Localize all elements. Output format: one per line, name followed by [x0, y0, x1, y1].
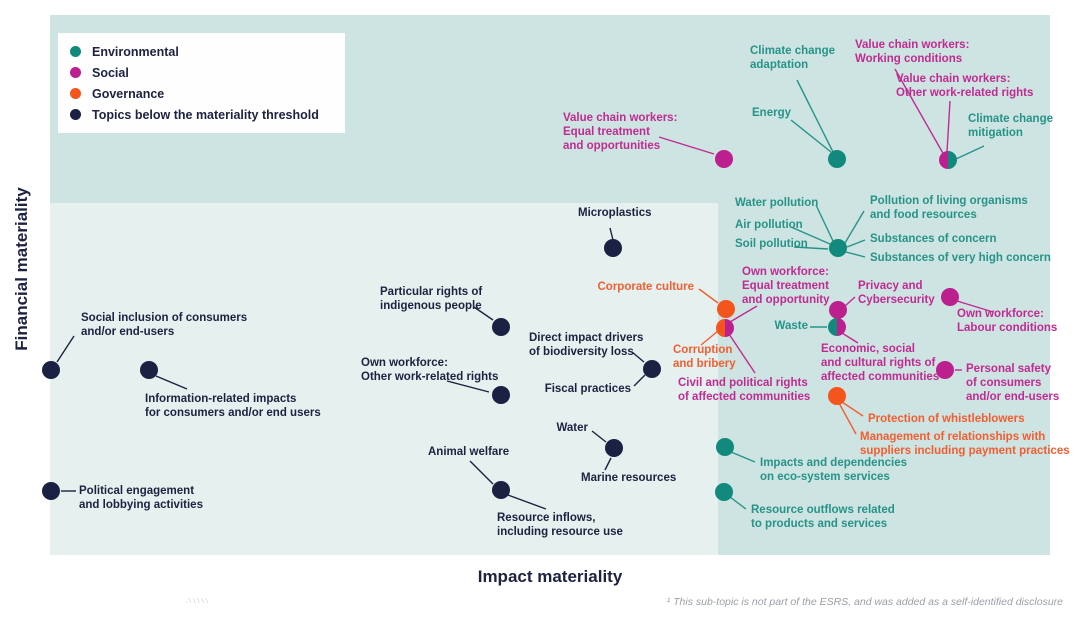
watermark [186, 598, 208, 603]
legend-dot-below_threshold-icon [70, 109, 81, 120]
point-biodiversity-fiscal [643, 360, 661, 378]
leader-line-water [591, 430, 607, 443]
leader-line-climate-change-mitigation [955, 145, 985, 160]
legend-item-environmental: Environmental [58, 45, 345, 59]
point-microplastics [604, 239, 622, 257]
point-whistleblowers-suppliers [828, 387, 846, 405]
point-ecosystem-services [716, 438, 734, 456]
point-social-inclusion [42, 361, 60, 379]
footnote: ¹ This sub-topic is not part of the ESRS… [666, 596, 1063, 608]
leader-line-privacy-cybersecurity [844, 296, 856, 307]
legend-item-social: Social [58, 66, 345, 80]
point-political-engagement [42, 482, 60, 500]
point-energy-climate-adaptation [828, 150, 846, 168]
point-pollution-cluster [829, 239, 847, 257]
point-water-marine [605, 439, 623, 457]
leader-line-social-inclusion [56, 335, 75, 363]
point-own-workforce-other-rights [492, 386, 510, 404]
point-corporate-culture [717, 300, 735, 318]
legend-label: Environmental [92, 44, 179, 59]
point-animal-welfare-resource-inflows [492, 481, 510, 499]
point-personal-safety [936, 361, 954, 379]
leader-line-own-workforce-equal-treatment [729, 305, 758, 323]
point-waste-economic-rights-right-half [837, 318, 846, 336]
leader-line-direct-impact-drivers-biodiversity [631, 351, 645, 363]
legend-item-below_threshold: Topics below the materiality threshold [58, 108, 345, 122]
leader-line-own-workforce-other-rights [446, 380, 490, 393]
leader-line-own-workforce-labour-conditions [956, 300, 994, 313]
legend-label: Social [92, 65, 129, 80]
point-resource-outflows [715, 483, 733, 501]
leader-line-climate-change-adaptation [796, 79, 834, 153]
legend-label: Governance [92, 86, 165, 101]
point-indigenous-rights [492, 318, 510, 336]
leader-line-vcw-working-conditions [894, 68, 945, 156]
leader-line-air-pollution [790, 226, 831, 245]
leader-line-substances-very-high-concern [845, 251, 866, 258]
point-corruption-own-workforce-right-half [725, 319, 734, 337]
below-threshold-quadrant [50, 203, 718, 555]
leader-line-soil-pollution [793, 246, 829, 250]
x-axis-label: Impact materiality [477, 567, 623, 586]
leader-line-pollution-living-organisms [844, 210, 865, 244]
legend-dot-governance-icon [70, 88, 81, 99]
leader-line-resource-inflows [507, 494, 547, 510]
legend-dot-environmental-icon [70, 46, 81, 57]
leader-line-animal-welfare [469, 460, 494, 485]
legend-label: Topics below the materiality threshold [92, 107, 319, 122]
legend-item-governance: Governance [58, 87, 345, 101]
point-value-chain-workers-mixed-right-half [948, 151, 957, 169]
above-impact-threshold-band [718, 203, 1050, 555]
leader-line-corruption-and-bribery [700, 330, 719, 346]
leader-line-energy [790, 119, 832, 153]
point-value-chain-workers-equal-treatment [715, 150, 733, 168]
leader-line-substances-of-concern [846, 239, 866, 248]
legend-dot-social-icon [70, 67, 81, 78]
leader-line-corporate-culture [698, 288, 719, 304]
leader-line-marine-resources [604, 457, 612, 471]
leader-line-fiscal-practices [633, 374, 646, 387]
leader-line-impacts-dependencies-ecosystem [730, 451, 756, 463]
legend: Environmental Social Governance Topics belo… [58, 33, 345, 133]
point-value-chain-workers-mixed-left-half [939, 151, 948, 169]
leader-line-information-related-impacts [155, 375, 188, 390]
leader-line-value-chain-workers-equal-treatment [658, 136, 715, 155]
point-privacy-cybersecurity [829, 301, 847, 319]
leader-line-particular-rights-indigenous [473, 306, 494, 321]
leader-line-management-of-relationships [838, 402, 857, 435]
leader-line-protection-of-whistleblowers [841, 401, 864, 417]
leader-line-resource-outflows [729, 496, 747, 510]
y-axis-label: Financial materiality [12, 187, 31, 351]
point-waste-economic-rights-left-half [828, 318, 837, 336]
leader-line-water-pollution [815, 204, 834, 242]
point-information-impacts [140, 361, 158, 379]
leader-line-civil-political-rights [728, 333, 756, 374]
leader-line-microplastics [609, 227, 614, 241]
point-own-workforce-labour-conditions [941, 288, 959, 306]
leader-line-economic-social-cultural-rights [841, 332, 859, 344]
leader-line-vcw-other-work-related-rights [946, 100, 951, 153]
point-corruption-own-workforce-left-half [716, 319, 725, 337]
